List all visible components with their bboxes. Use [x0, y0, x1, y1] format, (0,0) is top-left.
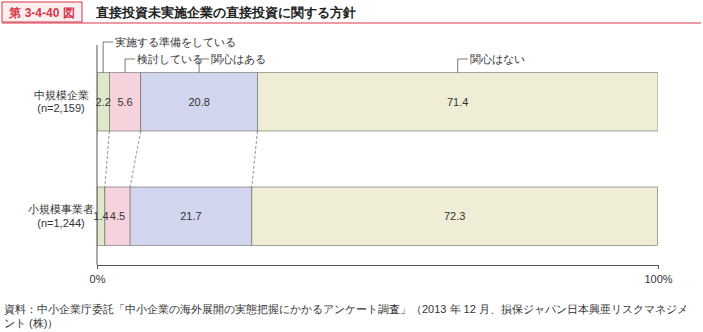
data-label: 5.6: [117, 96, 132, 108]
figure-label: 第 3-4-40 図: [8, 6, 74, 20]
figure-label-box: [2, 2, 82, 22]
leader-line: [458, 59, 468, 73]
data-label: 72.3: [444, 210, 465, 222]
plot-area: [97, 73, 658, 246]
tick: 中規模企業(n=2,159): [34, 89, 98, 114]
title: 直接投資未実施企業の直接投資に関する方針: [95, 5, 356, 20]
leader-line: [199, 59, 209, 73]
data-label: 1.4: [93, 210, 108, 222]
chart: 第 3-4-40 図 直接投資未実施企業の直接投資に関する方針 2.2 1.4 5.6 4…: [0, 0, 703, 332]
connector: [105, 131, 109, 187]
connector: [130, 131, 141, 187]
tick-label: 小規模事業者(n=1,244): [28, 203, 94, 228]
data-labels: 2.2 1.4 5.6 4.5 20.8 21.7 71.4 72.3: [93, 96, 468, 222]
y-axis: 中規模企業(n=2,159) 小規模事業者(n=1,244): [28, 45, 97, 265]
leader-line: [103, 42, 113, 73]
bar-segment: [252, 187, 658, 245]
axis-line: [98, 266, 659, 270]
bar-segment: [257, 73, 658, 131]
legend-label: 実施する準備をしている: [115, 36, 236, 49]
tick: 100%: [644, 265, 672, 285]
tick-mark: [658, 265, 659, 269]
data-label: 20.8: [188, 96, 209, 108]
bar-segment: [141, 73, 258, 131]
series: [252, 73, 658, 246]
data-label: 4.5: [110, 210, 125, 222]
bar-segment: [130, 187, 252, 245]
data-label: 71.4: [447, 96, 468, 108]
legend: 実施する準備をしている検討している関心はある 関心はない: [103, 36, 525, 73]
tick: 小規模事業者(n=1,244): [28, 203, 97, 228]
header-rule: [2, 23, 701, 24]
legend-label: 関心はある: [211, 53, 266, 65]
series: [130, 73, 257, 246]
source-note: 資料：中小企業庁委託「中小企業の海外展開の実態把握にかかるアンケート調査」（20…: [4, 302, 696, 330]
bar-segment: [105, 187, 130, 245]
header: 第 3-4-40 図 直接投資未実施企業の直接投資に関する方針: [2, 2, 701, 23]
x-axis: 0% 100%: [90, 265, 673, 285]
connector: [252, 131, 258, 187]
tick-label: 0%: [90, 273, 106, 285]
tick-label: 中規模企業(n=2,159): [34, 89, 89, 114]
axis-line: [97, 45, 98, 265]
leader-line: [125, 59, 135, 73]
data-label: 2.2: [96, 96, 111, 108]
tick-mark: [97, 265, 98, 269]
tick: 0%: [90, 265, 106, 285]
legend-label: 関心はない: [470, 53, 525, 65]
tick-label: 100%: [644, 273, 672, 285]
legend-label: 検討している: [137, 53, 203, 65]
bar-segment: [109, 73, 140, 131]
data-label: 21.7: [180, 210, 201, 222]
